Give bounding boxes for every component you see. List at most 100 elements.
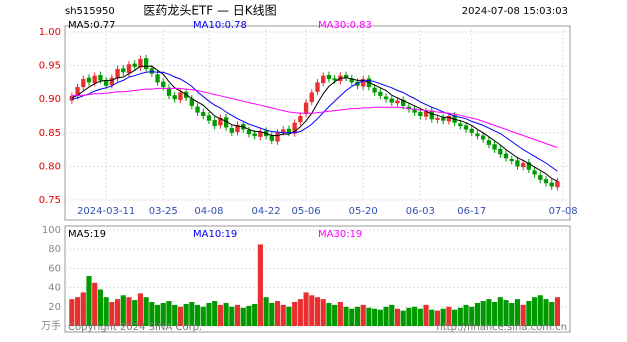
- candle-body: [446, 116, 452, 122]
- volume-bar: [332, 304, 338, 326]
- candle-body: [355, 81, 360, 86]
- candle-body: [121, 68, 126, 73]
- candle-body: [109, 77, 115, 86]
- volume-bar: [543, 299, 549, 326]
- candle-body: [258, 131, 263, 137]
- volume-bar: [337, 302, 343, 326]
- candle-body: [389, 98, 394, 103]
- volume-bar: [97, 289, 103, 326]
- x-tick-label: 05-06: [292, 206, 321, 217]
- legend-entry: MA5:0.77: [68, 20, 115, 31]
- y-tick-label: 20: [48, 302, 61, 313]
- candle-body: [246, 130, 252, 135]
- volume-bar: [417, 308, 423, 326]
- candle-body: [349, 78, 354, 83]
- stock-code: sh515950: [65, 6, 115, 17]
- volume-bar: [554, 297, 561, 326]
- volume-bar: [257, 244, 263, 326]
- candle-body: [315, 82, 320, 92]
- volume-bar: [137, 293, 143, 326]
- volume-bar: [143, 297, 149, 326]
- volume-bar: [274, 301, 281, 326]
- volume-bar: [446, 306, 452, 326]
- candle-body: [441, 117, 446, 121]
- candle-body: [475, 133, 480, 137]
- volume-bar: [537, 295, 543, 326]
- volume-bar: [103, 297, 109, 326]
- volume-bar: [486, 299, 492, 326]
- x-tick-label: 03-25: [149, 206, 178, 217]
- candle-body: [269, 135, 274, 141]
- candle-body: [538, 175, 543, 180]
- volume-bar: [263, 297, 269, 326]
- volume-bar: [212, 301, 218, 326]
- y-tick-label: 0.85: [39, 128, 61, 139]
- candle-body: [195, 106, 200, 113]
- candle-body: [172, 95, 177, 100]
- candle-body: [509, 159, 514, 162]
- volume-bar: [354, 306, 361, 326]
- candle-body: [132, 63, 137, 67]
- volume-bar: [326, 302, 332, 326]
- volume-bar: [520, 304, 526, 326]
- candle-body: [532, 170, 537, 175]
- ma-line: [71, 65, 558, 182]
- candle-body: [201, 111, 206, 116]
- legend-entry: MA30:19: [318, 229, 362, 240]
- candle-body: [252, 133, 257, 137]
- volume-bar: [532, 297, 538, 326]
- candle-body: [395, 100, 400, 104]
- volume-bar: [280, 304, 286, 326]
- volume-bar: [526, 301, 532, 326]
- candle-body: [549, 182, 554, 187]
- volume-bar: [314, 297, 321, 326]
- x-tick-label: 04-22: [252, 206, 281, 217]
- volume-bar: [109, 302, 115, 326]
- candle-body: [526, 162, 532, 170]
- volume-bar: [389, 304, 395, 326]
- candle-body: [155, 74, 160, 83]
- candle-body: [458, 123, 463, 127]
- volume-bar: [183, 303, 189, 326]
- candle-body: [178, 92, 183, 100]
- x-tick-label: 06-17: [457, 206, 486, 217]
- volume-bar: [309, 295, 315, 326]
- candle-body: [321, 75, 326, 84]
- volume-bar: [366, 307, 372, 326]
- candle-body: [332, 78, 337, 81]
- legend-entry: MA30:0.83: [318, 20, 372, 31]
- candle-body: [115, 68, 120, 79]
- y-tick-label: 60: [48, 263, 61, 274]
- volume-bar: [400, 310, 406, 326]
- candle-body: [492, 144, 497, 150]
- volume-bar: [440, 308, 446, 326]
- volume-bar: [503, 300, 509, 326]
- candle-body: [161, 81, 166, 88]
- ma-line: [71, 71, 558, 172]
- legend-entry: MA5:19: [68, 229, 106, 240]
- volume-bar: [469, 306, 475, 326]
- volume-bar: [234, 304, 241, 326]
- volume-bar: [383, 306, 389, 326]
- candle-body: [292, 122, 297, 134]
- volume-bar: [492, 302, 498, 326]
- candle-body: [92, 75, 97, 84]
- volume-bar: [86, 276, 92, 326]
- volume-bar: [189, 302, 195, 326]
- volume-bar: [166, 301, 172, 326]
- volume-bar: [132, 300, 138, 326]
- volume-bar: [372, 308, 378, 326]
- volume-bar: [126, 297, 132, 326]
- candle-body: [372, 87, 377, 93]
- y-tick-label: 0.90: [39, 94, 61, 105]
- candle-body: [361, 79, 366, 87]
- footer-copyright: Copyright 2024 SINA Corp.: [68, 322, 202, 333]
- candle-body: [378, 91, 383, 96]
- volume-bar: [480, 301, 486, 326]
- candle-body: [423, 111, 429, 117]
- volume-bar: [423, 304, 429, 326]
- volume-bar: [92, 282, 98, 326]
- volume-bar: [497, 297, 503, 326]
